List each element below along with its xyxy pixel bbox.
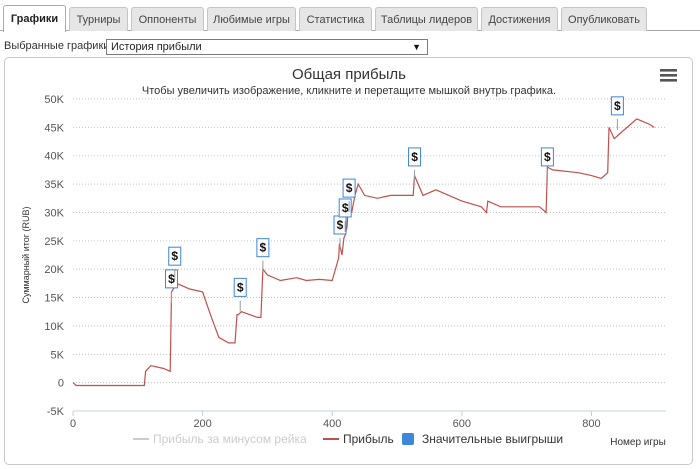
tab-label: Оппоненты <box>138 13 197 26</box>
y-tick-label: 0 <box>58 378 64 390</box>
win-flag-dollar-icon: $ <box>168 272 175 286</box>
tab-label: Графики <box>10 13 59 25</box>
tab-6[interactable]: Таблицы лидеров <box>375 7 478 31</box>
win-flag-box <box>233 277 247 297</box>
tab-label: Таблицы лидеров <box>380 13 473 26</box>
y-axis-label: Суммарный итог (RUB) <box>21 206 31 303</box>
y-tick-label: 10K <box>44 321 64 333</box>
win-flag-dollar-icon: $ <box>171 249 178 263</box>
chart-selector-dropdown[interactable]: История прибыли ▼ <box>106 39 428 55</box>
win-flag-dollar-icon: $ <box>260 241 267 255</box>
win-flag-dollar-icon: $ <box>544 150 551 164</box>
x-tick-label: 200 <box>193 418 211 430</box>
y-tick-label: 5K <box>51 349 65 361</box>
x-tick-label: 0 <box>70 418 76 430</box>
y-tick-label: 15K <box>44 293 64 305</box>
profit-series-line <box>72 118 655 387</box>
win-flag-dollar-icon: $ <box>342 201 349 215</box>
tab-4[interactable]: Любимые игры <box>207 7 296 31</box>
tab-7[interactable]: Достижения <box>481 7 558 31</box>
y-tick-label: 40K <box>44 151 64 163</box>
win-flag-dollar-icon: $ <box>346 181 353 195</box>
chart-container[interactable]: Общая прибыль Чтобы увеличить изображение… <box>4 57 693 465</box>
win-flag-dollar-icon: $ <box>237 280 244 294</box>
legend-label: Прибыль <box>343 432 394 446</box>
tab-label: Статистика <box>306 13 365 26</box>
x-tick-label: 400 <box>323 418 341 430</box>
x-axis-label: Номер игры <box>610 437 666 448</box>
y-tick-label: 20K <box>44 264 64 276</box>
win-flag-box <box>338 198 352 218</box>
win-flag-box <box>168 246 182 266</box>
y-tick-label: 45K <box>44 122 64 134</box>
chart-selector-row: Выбранные графики: <box>4 38 112 54</box>
y-tick-label: 50K <box>44 94 64 106</box>
legend-item-2[interactable]: Прибыль <box>323 432 394 446</box>
x-tick-label: 800 <box>582 418 600 430</box>
y-tick-label: 25K <box>44 236 64 248</box>
tab-label: Турниры <box>76 13 121 26</box>
win-flag-box <box>540 147 554 167</box>
chart-selector-value: История прибыли <box>111 41 202 53</box>
y-tick-label: 35K <box>44 179 64 191</box>
tab-label: Опубликовать <box>568 13 640 26</box>
tab-bar: Графики Турниры Оппоненты Любимые игры Стати… <box>0 0 700 32</box>
tab-5[interactable]: Статистика <box>299 7 372 31</box>
y-tick-label: 30K <box>44 207 64 219</box>
win-flag-dollar-icon: $ <box>337 218 344 232</box>
chart-menu-icon[interactable] <box>660 69 677 82</box>
legend-item-1[interactable]: Прибыль за минусом рейка <box>133 432 307 446</box>
chart-title: Общая прибыль <box>292 66 406 83</box>
win-flag-box <box>342 178 356 198</box>
win-flag-dollar-icon: $ <box>614 99 621 113</box>
dropdown-arrow-icon: ▼ <box>412 42 421 52</box>
legend-item-3[interactable]: Значительные выигрыши <box>402 432 563 446</box>
chart-subtitle: Чтобы увеличить изображение, кликните и … <box>142 85 556 97</box>
tab-8[interactable]: Опубликовать <box>561 7 647 31</box>
legend-label: Прибыль за минусом рейка <box>153 432 307 446</box>
chart-selector-label: Выбранные графики: <box>4 40 113 52</box>
win-flag-dollar-icon: $ <box>411 150 418 164</box>
y-tick-label: -5K <box>47 406 65 418</box>
tab-3[interactable]: Оппоненты <box>131 7 204 31</box>
x-tick-label: 600 <box>453 418 471 430</box>
win-flag-box <box>610 96 624 116</box>
tab-2[interactable]: Турниры <box>69 7 128 31</box>
win-flag-box <box>408 147 422 167</box>
legend-label: Значительные выигрыши <box>422 432 563 446</box>
tab-1[interactable]: Графики <box>3 5 66 32</box>
win-flag-box <box>256 238 270 258</box>
tab-label: Любимые игры <box>213 13 290 26</box>
tab-label: Достижения <box>488 13 551 26</box>
profit-chart[interactable]: Общая прибыль Чтобы увеличить изображение… <box>5 58 694 466</box>
